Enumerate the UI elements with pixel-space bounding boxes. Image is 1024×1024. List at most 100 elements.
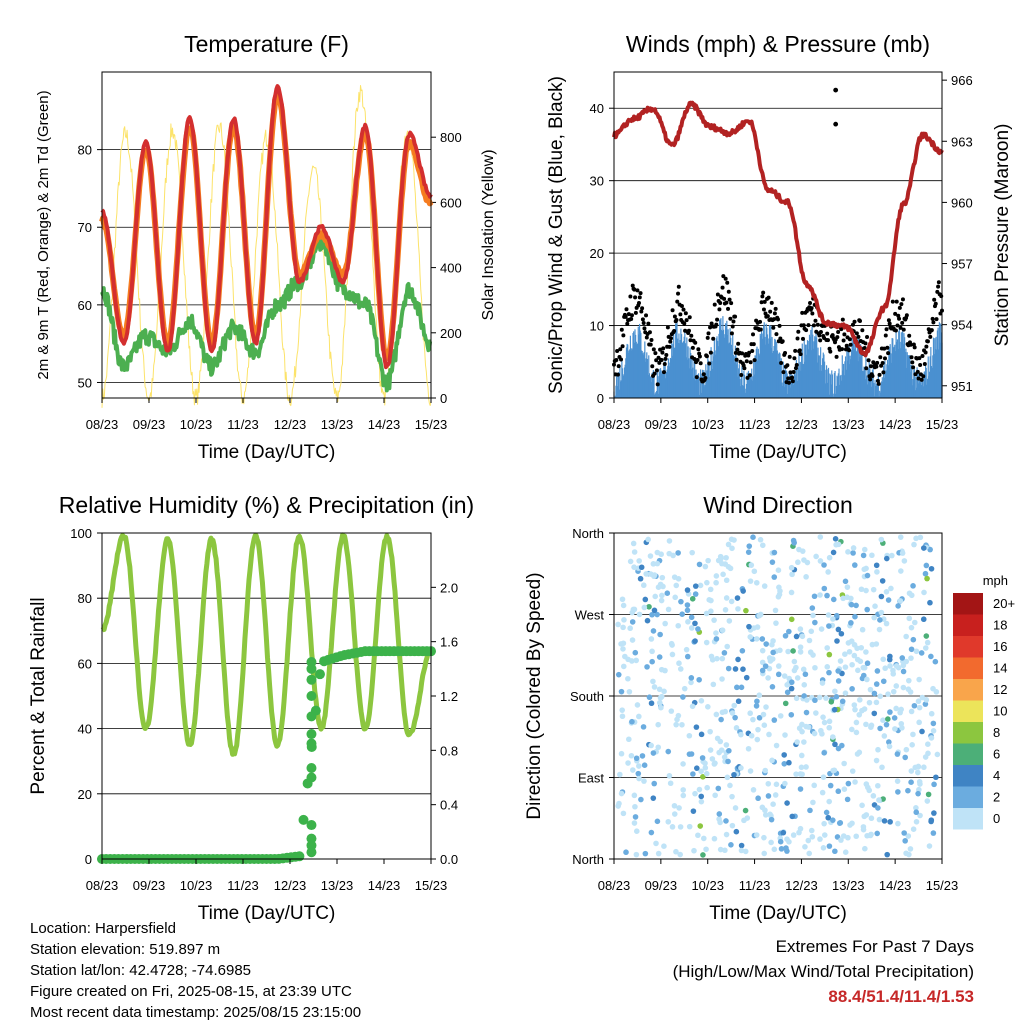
gust-point [880, 361, 885, 366]
direction-point [632, 649, 639, 656]
direction-point [688, 614, 695, 621]
gust-point [657, 360, 662, 365]
gust-point [717, 307, 722, 312]
direction-point [905, 833, 912, 839]
gust-point [923, 350, 928, 355]
direction-point [714, 655, 720, 662]
y2-tick-label: 960 [951, 195, 973, 210]
direction-point [793, 771, 799, 777]
gust-point [890, 299, 895, 304]
direction-point [894, 778, 901, 784]
direction-point [763, 704, 769, 710]
direction-point [729, 710, 736, 716]
gust-point [637, 295, 642, 300]
direction-point [864, 606, 870, 613]
direction-point [849, 661, 855, 668]
direction-point [821, 562, 827, 568]
direction-point [711, 761, 718, 767]
direction-point [639, 753, 646, 759]
direction-point [906, 677, 912, 684]
direction-point [753, 832, 760, 838]
direction-point [879, 764, 885, 771]
direction-point [860, 664, 867, 671]
gust-point [830, 333, 835, 338]
gust-point [793, 366, 798, 371]
direction-point [633, 755, 640, 762]
direction-point [881, 818, 888, 824]
direction-point [913, 535, 919, 542]
direction-point [910, 636, 917, 643]
direction-point [825, 612, 832, 618]
direction-point [918, 650, 925, 656]
direction-point [759, 647, 766, 654]
direction-point [826, 669, 832, 676]
direction-point [771, 574, 778, 580]
gust-point [840, 347, 845, 352]
direction-point [693, 724, 700, 730]
direction-point [745, 549, 752, 555]
gust-point [868, 377, 873, 382]
direction-point [916, 704, 923, 711]
direction-point [911, 541, 917, 548]
direction-point [702, 760, 708, 767]
direction-point [826, 554, 833, 561]
direction-point [698, 731, 705, 738]
gust-point [762, 299, 767, 304]
y-tick-label: 40 [590, 101, 604, 116]
direction-point [698, 798, 705, 805]
direction-point [674, 716, 680, 723]
gust-point [797, 348, 802, 353]
direction-point [803, 709, 810, 716]
direction-point [636, 775, 642, 782]
gust-point [895, 323, 900, 328]
gust-point [629, 313, 634, 318]
direction-point [631, 564, 637, 570]
gust-point [922, 361, 927, 366]
direction-point [770, 638, 776, 644]
direction-point [680, 787, 687, 793]
direction-point [832, 688, 838, 695]
direction-point [620, 646, 626, 652]
direction-point [700, 773, 706, 780]
gust-point [703, 375, 708, 380]
direction-point [786, 759, 792, 766]
gust-point [629, 317, 634, 322]
direction-point [673, 721, 679, 728]
x-axis-label: Time (Day/UTC) [198, 442, 336, 463]
gust-point [925, 339, 930, 344]
direction-point [908, 768, 915, 774]
direction-point [781, 752, 787, 758]
y-tick-label: 0 [597, 391, 604, 406]
direction-point [835, 668, 841, 674]
gust-point [899, 302, 904, 307]
direction-point [765, 793, 772, 799]
direction-point [636, 558, 642, 564]
direction-point [780, 829, 787, 836]
legend-swatch [953, 722, 983, 744]
direction-point [751, 568, 758, 575]
direction-point [684, 607, 691, 614]
gust-point [865, 335, 870, 340]
direction-point [759, 659, 766, 666]
direction-point [832, 536, 839, 542]
direction-point [841, 760, 847, 767]
direction-point [930, 720, 937, 727]
gust-point [712, 302, 717, 307]
direction-point [861, 813, 868, 820]
direction-point [692, 591, 699, 597]
station-info: Location: Harpersfield Station elevation… [30, 918, 361, 1023]
gust-point [808, 300, 813, 305]
gust-point [856, 334, 861, 339]
direction-point [650, 678, 656, 685]
direction-point [738, 842, 745, 849]
direction-point [769, 656, 776, 662]
direction-point [805, 724, 812, 730]
direction-point [903, 850, 909, 857]
gust-point [758, 327, 763, 332]
direction-point [699, 755, 706, 761]
direction-point [675, 576, 682, 582]
direction-point [648, 829, 655, 836]
direction-point [777, 713, 784, 719]
direction-point [916, 676, 922, 683]
direction-point [820, 714, 826, 720]
